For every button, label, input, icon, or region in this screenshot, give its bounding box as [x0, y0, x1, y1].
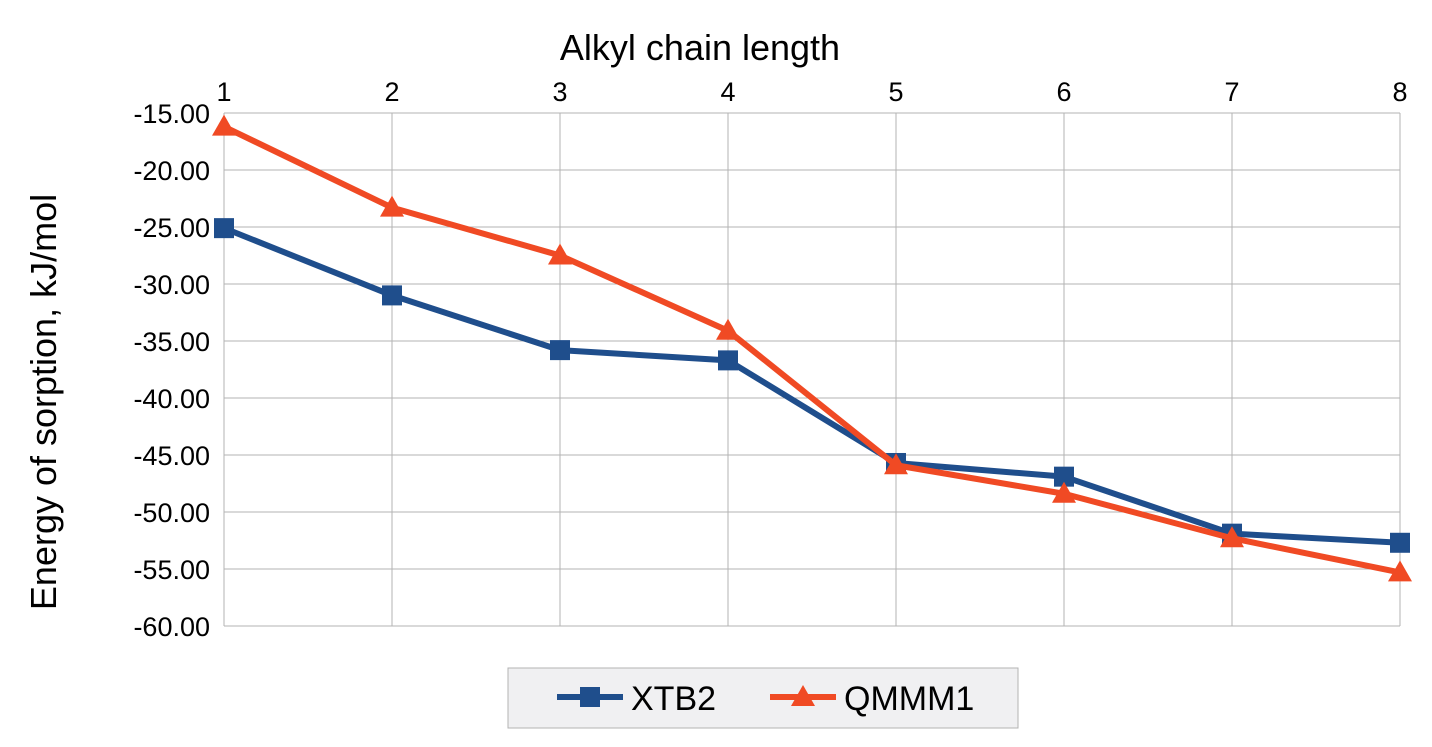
y-tick-label: -25.00: [133, 213, 210, 243]
data-point: [718, 350, 738, 371]
y-tick-label: -55.00: [133, 555, 210, 585]
data-point: [1220, 526, 1244, 548]
x-tick-label: 7: [1224, 77, 1239, 107]
data-point: [1390, 532, 1410, 553]
x-axis-label: Alkyl chain length: [560, 27, 840, 68]
data-point: [1054, 466, 1074, 487]
x-tick-label: 5: [888, 77, 903, 107]
data-point: [884, 453, 908, 475]
data-point: [382, 285, 402, 306]
data-point: [1388, 560, 1412, 582]
series-qmmm1: [212, 114, 1412, 582]
y-tick-label: -20.00: [133, 156, 210, 186]
legend-label: XTB2: [631, 680, 716, 718]
legend: XTB2 QMMM1: [507, 667, 1019, 729]
data-point: [380, 195, 404, 217]
data-point: [550, 340, 570, 361]
x-tick-label: 8: [1392, 77, 1407, 107]
series-xtb2: [214, 218, 1410, 553]
tick-labels: -15.00 -20.00 -25.00 -30.00 -35.00 -40.00 -45.…: [133, 77, 1407, 642]
data-point: [716, 318, 740, 340]
grid: [223, 112, 1401, 627]
data-point: [548, 243, 572, 265]
y-tick-label: -50.00: [133, 498, 210, 528]
x-tick-label: 4: [720, 77, 735, 107]
data-point: [1052, 481, 1076, 503]
y-tick-label: -30.00: [133, 270, 210, 300]
data-point: [214, 218, 234, 239]
series-line: [222, 123, 1401, 576]
x-tick-label: 1: [216, 77, 231, 107]
data-point: [212, 114, 236, 136]
y-tick-label: -60.00: [133, 612, 210, 642]
legend-marker: [791, 685, 815, 706]
x-tick-label: 2: [384, 77, 399, 107]
series-lines: [212, 114, 1412, 582]
y-tick-label: -35.00: [133, 327, 210, 357]
y-tick-label: -15.00: [133, 99, 210, 129]
y-tick-label: -40.00: [133, 384, 210, 414]
series-line: [222, 225, 1401, 546]
y-tick-label: -45.00: [133, 441, 210, 471]
x-tick-label: 3: [552, 77, 567, 107]
y-axis-label: Energy of sorption, kJ/mol: [23, 194, 64, 610]
legend-marker: [580, 687, 600, 707]
legend-label: QMMM1: [844, 680, 974, 718]
x-tick-label: 6: [1056, 77, 1071, 107]
